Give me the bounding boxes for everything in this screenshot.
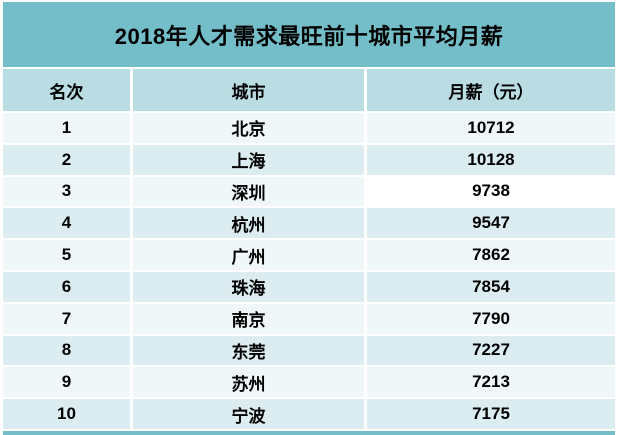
salary-cell: 10128 (367, 144, 615, 175)
table-row: 6 珠海 7854 (3, 271, 615, 302)
salary-cell: 7862 (367, 240, 615, 270)
header-salary: 月薪（元） (367, 69, 615, 111)
city-cell: 上海 (133, 144, 364, 175)
salary-cell: 7854 (367, 271, 615, 302)
rank-cell: 2 (3, 144, 130, 175)
rank-cell: 9 (3, 367, 130, 398)
salary-cell: 9738 (367, 176, 615, 207)
table-row: 10 宁波 7175 (3, 399, 615, 429)
rank-cell: 3 (3, 176, 130, 207)
table-row: 9 苏州 7213 (3, 367, 615, 398)
rank-cell: 6 (3, 271, 130, 302)
table-row: 2 上海 10128 (3, 144, 615, 175)
table-row: 7 南京 7790 (3, 303, 615, 334)
salary-cell: 10712 (367, 113, 615, 143)
city-cell: 北京 (133, 113, 364, 143)
rank-cell: 5 (3, 240, 130, 270)
salary-cell: 7227 (367, 335, 615, 366)
salary-cell: 7790 (367, 303, 615, 334)
rank-cell: 8 (3, 335, 130, 366)
rank-cell: 4 (3, 208, 130, 239)
city-cell: 宁波 (133, 399, 364, 429)
city-cell: 苏州 (133, 367, 364, 398)
header-rank: 名次 (3, 69, 130, 111)
salary-cell: 7175 (367, 399, 615, 429)
salary-cell: 7213 (367, 367, 615, 398)
table-row: 1 北京 10712 (3, 113, 615, 143)
rank-cell: 7 (3, 303, 130, 334)
table-row: 3 深圳 9738 (3, 176, 615, 207)
city-cell: 南京 (133, 303, 364, 334)
city-cell: 广州 (133, 240, 364, 270)
footer-strip (3, 430, 615, 435)
city-cell: 杭州 (133, 208, 364, 239)
rank-cell: 1 (3, 113, 130, 143)
city-cell: 深圳 (133, 176, 364, 207)
table-row: 4 杭州 9547 (3, 208, 615, 239)
table-title: 2018年人才需求最旺前十城市平均月薪 (3, 2, 615, 67)
table-row: 8 东莞 7227 (3, 335, 615, 366)
city-cell: 东莞 (133, 335, 364, 366)
header-city: 城市 (133, 69, 364, 111)
salary-cell: 9547 (367, 208, 615, 239)
header-row: 名次 城市 月薪（元） (3, 69, 615, 111)
table-row: 5 广州 7862 (3, 240, 615, 270)
rank-cell: 10 (3, 399, 130, 429)
city-cell: 珠海 (133, 271, 364, 302)
